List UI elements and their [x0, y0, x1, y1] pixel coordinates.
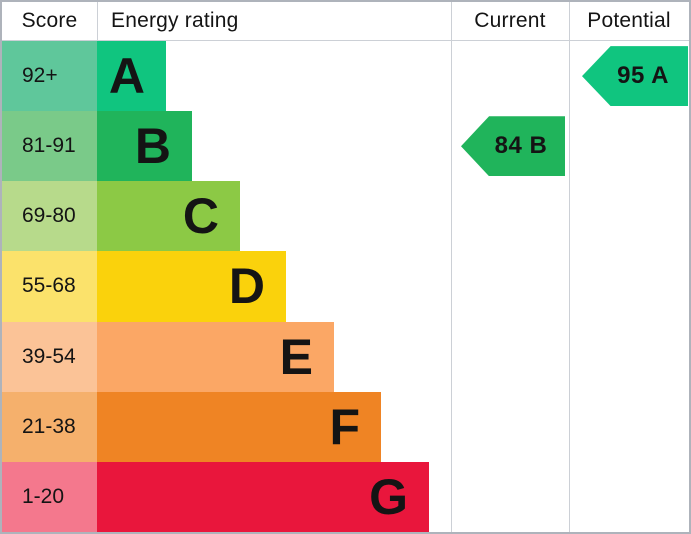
rating-bar-g: G [97, 461, 429, 532]
rating-letter-b: B [134, 118, 171, 175]
rating-letter-g: G [369, 468, 408, 525]
band-row-c: 69-80 C [2, 181, 689, 252]
score-range-b: 81-91 [2, 111, 97, 182]
potential-arrow: 95 A [582, 46, 688, 107]
column-header-energy-rating: Energy rating [111, 9, 239, 32]
band-row-b: 81-91 B [2, 111, 689, 182]
column-header-score: Score [21, 9, 78, 32]
rating-letter-c: C [182, 188, 219, 245]
potential-rating-value: 95 A [617, 62, 669, 90]
column-header-potential: Potential [587, 9, 671, 32]
band-row-a: 92+ A [2, 41, 689, 112]
rating-letter-a: A [108, 48, 145, 105]
score-range-a: 92+ [2, 41, 97, 112]
score-column-divider [97, 2, 98, 40]
rating-letter-e: E [279, 328, 313, 385]
rating-letter-d: D [228, 258, 265, 315]
rating-bar-e: E [97, 321, 334, 392]
header-divider [2, 40, 689, 41]
score-range-d: 55-68 [2, 251, 97, 322]
band-rows: 92+ A 81-91 B 69-80 C 55-68 D 39-54 [2, 41, 689, 532]
score-range-f: 21-38 [2, 391, 97, 462]
rating-bar-b: B [97, 111, 192, 182]
current-rating-value: 84 B [494, 132, 548, 160]
table-header: Score Energy rating Current Potential [2, 2, 689, 40]
rating-bar-f: F [97, 391, 381, 462]
column-header-current: Current [474, 9, 546, 32]
band-row-d: 55-68 D [2, 251, 689, 322]
band-row-e: 39-54 E [2, 321, 689, 392]
band-row-f: 21-38 F [2, 391, 689, 462]
potential-column-divider [569, 2, 570, 532]
rating-bar-a: A [97, 41, 166, 112]
rating-letter-f: F [329, 398, 360, 455]
rating-bar-d: D [97, 251, 286, 322]
band-row-g: 1-20 G [2, 461, 689, 532]
rating-bar-c: C [97, 181, 240, 252]
current-column-divider [451, 2, 452, 532]
score-range-c: 69-80 [2, 181, 97, 252]
score-range-e: 39-54 [2, 321, 97, 392]
score-range-g: 1-20 [2, 461, 97, 532]
